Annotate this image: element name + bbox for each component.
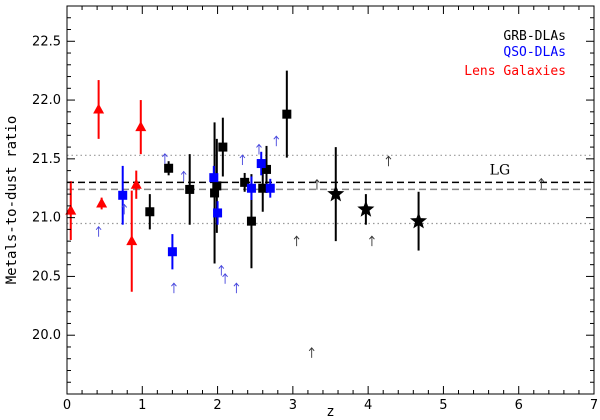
- lower-limit-arrowhead: [369, 235, 375, 240]
- legend-entry-qso-dlas: QSO-DLAs: [503, 45, 566, 60]
- tick-labels: 0 1 2 3 4 5 6 7 20.0 20.5 21.0 21.5 22.0 22.5: [32, 34, 598, 413]
- lower-limit-arrowhead: [538, 177, 545, 182]
- data-point-square: [256, 159, 266, 169]
- data-point-square: [218, 142, 228, 152]
- lower-limit-arrowhead: [162, 153, 168, 158]
- y-tick-label: 22.0: [32, 93, 61, 108]
- axis-ticks: [66, 5, 595, 394]
- data-point-triangle: [126, 235, 138, 246]
- lower-limit-arrowhead: [222, 273, 228, 278]
- data-point-triangle: [65, 204, 77, 215]
- data-point-square: [246, 216, 256, 226]
- data-point-square: [145, 207, 155, 217]
- legend-entry-lens-galaxies: Lens Galaxies: [464, 64, 566, 79]
- lower-limit-arrowhead: [314, 179, 320, 184]
- lower-limit-arrowhead: [121, 203, 128, 208]
- y-tick-label: 22.5: [32, 34, 61, 49]
- data-point-square: [212, 181, 222, 191]
- lower-limit-arrowhead: [233, 282, 240, 287]
- x-tick-label: 4: [364, 398, 372, 413]
- data-point-triangle: [135, 121, 147, 132]
- y-tick-label: 21.5: [32, 152, 61, 167]
- x-tick-label: 6: [515, 398, 523, 413]
- data-point-square: [282, 109, 292, 119]
- data-point-square: [265, 183, 275, 193]
- y-tick-label: 21.0: [32, 211, 61, 226]
- lower-limit-arrowhead: [239, 154, 246, 159]
- data-point-square: [167, 247, 177, 257]
- x-tick-label: 5: [439, 398, 447, 413]
- data-point-square: [240, 177, 250, 187]
- x-tick-label: 7: [590, 398, 598, 413]
- lower-limit-arrowhead: [180, 170, 187, 175]
- y-tick-label: 20.0: [32, 328, 61, 343]
- data-point-square: [213, 208, 223, 218]
- x-tick-label: 0: [63, 398, 71, 413]
- data-point-square: [185, 184, 195, 194]
- x-tick-label: 1: [138, 398, 146, 413]
- data-point-square: [118, 190, 128, 200]
- data-point-star: [357, 200, 375, 217]
- x-tick-label: 2: [213, 398, 221, 413]
- lower-limit-arrowhead: [293, 235, 300, 240]
- data-point-square: [209, 173, 219, 183]
- data-point-triangle: [93, 103, 105, 114]
- data-point-square: [262, 164, 272, 174]
- data-point-square: [164, 163, 174, 173]
- data-point-square: [210, 188, 220, 198]
- y-tick-label: 20.5: [32, 269, 61, 284]
- lower-limit-arrowhead: [218, 264, 225, 269]
- data-point-star: [327, 185, 345, 202]
- data-point-square: [258, 183, 268, 193]
- x-tick-label: 3: [289, 398, 297, 413]
- data-point-square: [246, 183, 256, 193]
- lower-limit-arrowhead: [308, 347, 315, 352]
- lower-limit-arrowhead: [385, 155, 392, 160]
- plot-frame: [66, 5, 595, 395]
- data-point-triangle: [96, 197, 108, 208]
- data-point-star: [410, 212, 428, 229]
- data-markers: [65, 103, 545, 358]
- lower-limit-arrowhead: [273, 135, 280, 140]
- lower-limit-arrowhead: [95, 226, 102, 231]
- x-axis-label: z: [326, 404, 334, 420]
- lower-limit-arrowhead: [171, 282, 177, 287]
- lower-limit-arrowhead: [256, 143, 262, 148]
- y-axis-label: Metals-to-dust ratio: [4, 116, 20, 285]
- lg-annotation: LG: [490, 162, 510, 178]
- data-point-triangle: [130, 178, 142, 189]
- legend-entry-grb-dlas: GRB-DLAs: [503, 29, 566, 44]
